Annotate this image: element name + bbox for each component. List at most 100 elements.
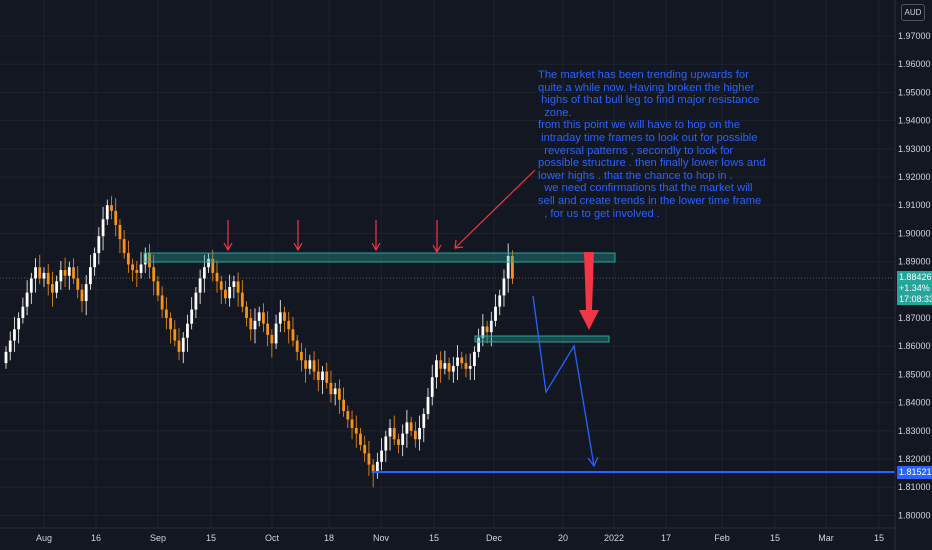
time-tick-label: 16 [91,533,101,543]
candle-body [266,323,270,335]
price-tick-label: 1.95000 [898,87,931,97]
candle-body [253,320,257,330]
big-sell-arrow [579,252,599,330]
candle-body [346,411,350,420]
analysis-note-line: lower highs . that the chance to hop in … [538,169,733,182]
candle-body [321,371,324,381]
price-tick-label: 1.84000 [898,398,931,408]
candle-body [304,360,308,369]
candle-body [502,278,506,296]
candle-body [451,365,455,372]
candle-body [63,270,67,276]
candle-body [460,357,464,364]
candle-body [17,318,21,330]
last-price-tag: 1.88426 +1.34% 17:08:33 [897,271,932,305]
candle-body [29,278,33,293]
time-tick-label: Oct [265,533,280,543]
candle-body [148,253,151,268]
candle-body [283,312,286,321]
candle-body [13,329,16,341]
candle-body [232,281,236,287]
time-tick-label: Dec [486,533,503,543]
candle-body [72,267,75,279]
candle-body [506,255,510,279]
candle-body [34,267,37,279]
candle-body [392,427,396,440]
time-tick-label: 20 [558,533,568,543]
price-tick-label: 1.80000 [898,510,931,520]
candle-body [354,427,358,434]
bar-countdown: 17:08:33 [899,294,932,304]
candle-body [245,306,248,318]
candle-body [186,323,189,338]
candle-body [42,272,46,279]
price-tick-label: 1.90000 [898,228,931,238]
candle-body [51,284,54,293]
candle-body [430,377,434,397]
analysis-note-line: zone. [538,106,572,119]
candle-body [413,430,417,440]
candle-body [363,444,367,454]
time-axis: Aug 16 Sep 15 Oct 18 Nov 15 Dec 20 2022 17 Feb 15 Mar 1… [36,533,884,543]
price-tick-label: 1.85000 [898,369,931,379]
analysis-note-line: we need confirmations that the market wi… [538,182,753,195]
price-tick-label: 1.94000 [898,116,931,126]
candle-body [494,306,497,321]
candle-body [329,382,333,395]
last-price-value: 1.88426 [899,272,932,282]
candle-body [447,363,451,372]
candle-body [105,205,109,220]
price-tick-label: 1.97000 [898,31,931,41]
currency-badge[interactable]: AUD [901,4,925,21]
candle-body [278,312,282,324]
candle-body [485,326,489,333]
price-tick-label: 1.82000 [898,454,931,464]
candle-body [422,413,426,428]
candle-body [270,334,274,344]
candle-body [97,236,101,254]
time-tick-label: 2022 [604,533,624,543]
candle-body [380,450,383,462]
candle-body [295,340,299,352]
candle-body [93,253,97,268]
analysis-note-line: intraday time frames to look out for pos… [538,132,758,144]
candle-body [350,419,354,428]
projected-path-arrowhead [587,456,599,468]
candle-body [274,323,278,344]
candle-body [202,267,206,279]
candle-body [55,281,59,293]
last-change-value: +1.34% [899,283,930,293]
price-tick-label: 1.92000 [898,172,931,182]
candle-body [384,436,388,451]
candle-body [333,388,337,395]
candle-body [435,360,438,378]
candle-body [262,312,265,324]
candle-body [59,270,63,282]
candle-body [426,396,430,414]
candle-body [477,337,481,352]
analysis-note-line: highs of that bull leg to find major res… [538,94,760,107]
candle-body [177,340,181,352]
candle-body [211,258,215,273]
analysis-note-line: reversal patterns , secondly to look for [538,144,734,157]
candle-body [152,267,156,282]
resistance-zone[interactable] [143,252,616,263]
candle-body [25,292,29,307]
candle-body [190,309,194,324]
candle-body [397,439,400,445]
candle-body [359,433,362,445]
candle-body [401,433,405,445]
time-tick-label: Mar [818,533,834,543]
candle-body [300,351,303,361]
candle-body [173,329,177,341]
candle-body [114,210,118,225]
time-tick-label: 18 [324,533,334,543]
candle-body [511,255,514,279]
candle-body [126,253,130,265]
candle-body [473,351,476,366]
candle-body [169,318,172,330]
candle-body [228,286,232,299]
demand-zone[interactable] [474,335,610,343]
candle-body [287,320,291,330]
